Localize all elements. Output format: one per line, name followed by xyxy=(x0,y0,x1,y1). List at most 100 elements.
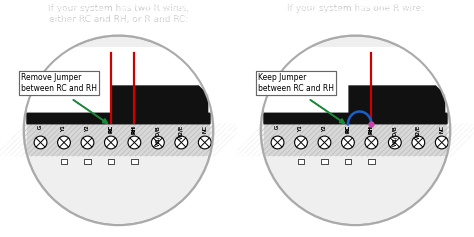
Polygon shape xyxy=(268,0,306,50)
Polygon shape xyxy=(404,211,442,237)
Polygon shape xyxy=(210,85,279,105)
Polygon shape xyxy=(190,192,245,237)
Polygon shape xyxy=(389,219,415,237)
Polygon shape xyxy=(0,117,24,123)
Bar xyxy=(368,159,375,164)
Polygon shape xyxy=(203,173,267,206)
Bar xyxy=(27,47,210,118)
Polygon shape xyxy=(450,130,474,132)
Polygon shape xyxy=(414,204,459,237)
Polygon shape xyxy=(449,146,474,159)
Polygon shape xyxy=(152,219,178,237)
Circle shape xyxy=(341,136,355,149)
Polygon shape xyxy=(450,123,474,127)
Polygon shape xyxy=(201,177,263,213)
Polygon shape xyxy=(121,0,125,36)
Polygon shape xyxy=(347,0,352,36)
Polygon shape xyxy=(65,220,89,237)
Polygon shape xyxy=(209,175,272,210)
Polygon shape xyxy=(211,177,273,213)
Polygon shape xyxy=(205,63,271,93)
Polygon shape xyxy=(286,216,316,237)
Polygon shape xyxy=(0,196,50,237)
Polygon shape xyxy=(328,0,340,37)
Polygon shape xyxy=(140,222,158,237)
Polygon shape xyxy=(0,143,25,154)
Polygon shape xyxy=(295,0,322,42)
Polygon shape xyxy=(109,0,114,36)
Polygon shape xyxy=(180,202,226,237)
Polygon shape xyxy=(191,106,262,117)
Polygon shape xyxy=(110,0,115,36)
Bar xyxy=(131,159,138,164)
Polygon shape xyxy=(191,140,261,149)
Polygon shape xyxy=(74,0,94,39)
Polygon shape xyxy=(237,197,288,237)
Polygon shape xyxy=(10,202,57,237)
Polygon shape xyxy=(120,225,122,237)
Polygon shape xyxy=(434,183,474,224)
Polygon shape xyxy=(220,33,279,75)
Polygon shape xyxy=(191,24,247,70)
Polygon shape xyxy=(0,95,26,111)
Polygon shape xyxy=(251,0,297,57)
Polygon shape xyxy=(396,0,427,45)
Polygon shape xyxy=(373,223,388,237)
Text: W1/O/B: W1/O/B xyxy=(392,125,397,146)
Polygon shape xyxy=(161,0,193,46)
Polygon shape xyxy=(136,0,149,37)
Polygon shape xyxy=(240,198,290,237)
Polygon shape xyxy=(230,21,284,68)
Polygon shape xyxy=(344,225,349,237)
Polygon shape xyxy=(313,0,332,39)
Polygon shape xyxy=(120,225,123,237)
Polygon shape xyxy=(27,210,67,237)
Polygon shape xyxy=(193,96,263,111)
Polygon shape xyxy=(419,8,468,61)
Polygon shape xyxy=(210,153,280,172)
Polygon shape xyxy=(448,150,474,165)
Polygon shape xyxy=(199,42,260,81)
Polygon shape xyxy=(81,223,98,237)
Polygon shape xyxy=(202,175,265,209)
Polygon shape xyxy=(196,156,264,176)
Polygon shape xyxy=(108,0,113,36)
Text: RH: RH xyxy=(369,125,374,134)
Circle shape xyxy=(128,136,141,149)
Polygon shape xyxy=(0,169,32,199)
Polygon shape xyxy=(223,29,281,73)
Polygon shape xyxy=(304,0,327,40)
Polygon shape xyxy=(211,151,281,168)
Polygon shape xyxy=(282,0,314,45)
Polygon shape xyxy=(374,0,389,37)
Polygon shape xyxy=(0,71,30,97)
Text: NC: NC xyxy=(439,125,444,133)
Polygon shape xyxy=(191,145,262,157)
Polygon shape xyxy=(211,150,281,167)
Polygon shape xyxy=(0,149,26,163)
Polygon shape xyxy=(0,73,29,99)
Polygon shape xyxy=(184,10,234,62)
Polygon shape xyxy=(410,207,453,237)
Polygon shape xyxy=(156,217,185,237)
Polygon shape xyxy=(434,38,474,78)
Polygon shape xyxy=(277,214,311,237)
Polygon shape xyxy=(153,0,181,42)
Polygon shape xyxy=(160,215,192,237)
Polygon shape xyxy=(444,69,474,96)
Polygon shape xyxy=(450,126,474,129)
Polygon shape xyxy=(365,0,374,36)
Polygon shape xyxy=(164,0,198,47)
Polygon shape xyxy=(206,167,272,195)
Polygon shape xyxy=(309,221,329,237)
Polygon shape xyxy=(204,60,269,91)
Polygon shape xyxy=(299,0,324,41)
Polygon shape xyxy=(404,0,442,50)
Polygon shape xyxy=(0,101,25,114)
Polygon shape xyxy=(338,225,346,237)
Polygon shape xyxy=(399,0,432,46)
Polygon shape xyxy=(442,61,474,91)
Polygon shape xyxy=(139,0,155,38)
Polygon shape xyxy=(0,15,50,65)
Polygon shape xyxy=(163,214,197,237)
